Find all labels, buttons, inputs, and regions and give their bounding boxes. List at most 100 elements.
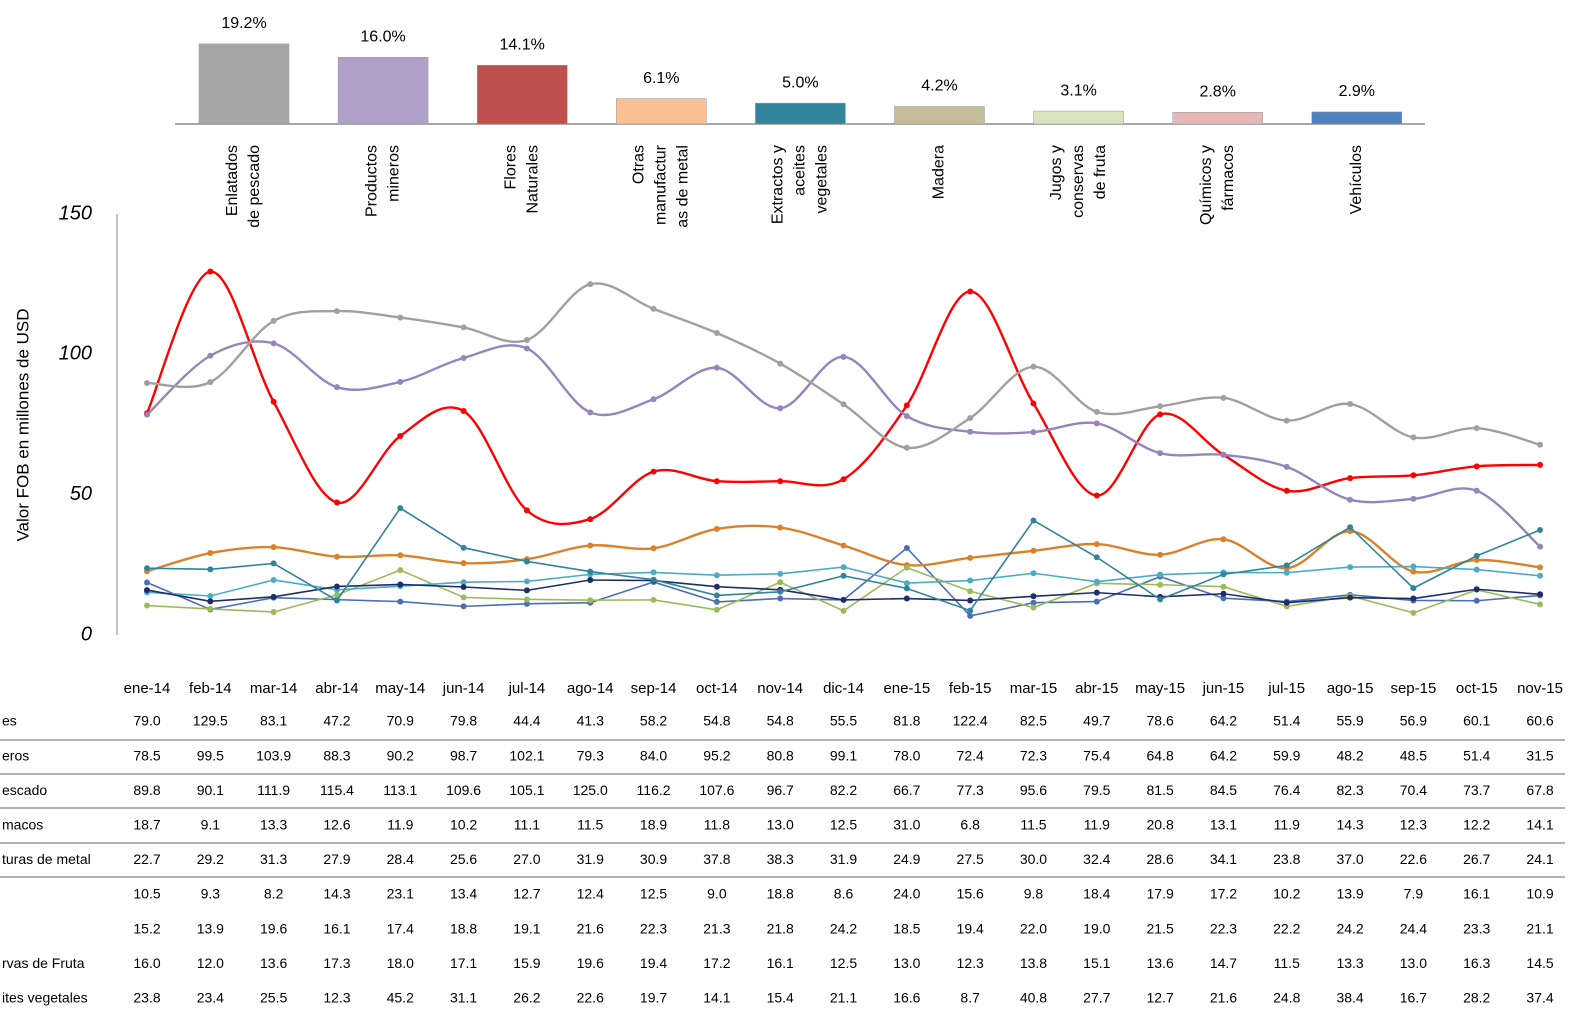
table-cell: 13.9 [1336,886,1363,902]
table-cell: 125.0 [573,782,608,798]
y-tick-label: 50 [70,483,92,505]
x-tick-label: nov-15 [1517,680,1563,697]
table-cell: 51.4 [1463,747,1490,763]
table-cell: 22.3 [640,920,667,936]
table-cell: 96.7 [767,782,794,798]
bar-value-label: 19.2% [221,15,266,32]
table-cell: 19.7 [640,990,667,1006]
point-marker [1283,562,1290,569]
table-cell: 19.4 [640,955,667,971]
table-cell: 13.6 [260,955,287,971]
table-cell: 72.3 [1020,747,1047,763]
table-cell: 55.5 [830,713,857,729]
point-marker [713,572,720,579]
table-cell: 79.5 [1083,782,1110,798]
table-cell: 19.6 [260,920,287,936]
bar [616,98,707,125]
point-marker [1410,434,1417,441]
table-cell: 109.6 [446,782,481,798]
point-marker [1157,551,1164,558]
point-marker [333,583,340,590]
table-cell: 31.1 [450,990,477,1006]
point-marker [1220,451,1227,458]
point-marker [1473,566,1480,573]
table-cell: 26.2 [513,990,540,1006]
bar-value-label: 6.1% [643,70,679,87]
table-cell: 16.1 [323,920,350,936]
point-marker [207,566,214,573]
point-marker [207,598,214,605]
point-marker [777,360,784,367]
point-marker [840,564,847,571]
table-cell: 24.9 [893,851,920,867]
table-cell: 18.4 [1083,886,1110,902]
x-tick-label: nov-14 [757,680,803,697]
table-cell: 13.8 [1020,955,1047,971]
point-marker [1283,599,1290,606]
point-marker [270,340,277,347]
bar-category-label: mineros [385,145,402,202]
table-cell: 24.4 [1400,920,1427,936]
point-marker [1030,517,1037,524]
table-cell: 19.6 [577,955,604,971]
point-marker [903,413,910,420]
table-cell: 122.4 [953,713,988,729]
table-cell: 13.0 [1400,955,1427,971]
point-marker [1347,401,1354,408]
series-line [146,565,1541,597]
bar-category-label: aceites [792,145,809,196]
point-marker [523,596,530,603]
bar [198,43,290,125]
point-marker [713,525,720,532]
table-cell: 23.3 [1463,920,1490,936]
series-line [146,282,1541,450]
table-cell: 99.5 [197,747,224,763]
point-marker [777,478,784,485]
table-cell: 82.2 [830,782,857,798]
table-cell: 22.7 [133,851,160,867]
point-marker [397,581,404,588]
table-cell: 22.2 [1273,920,1300,936]
point-marker [1220,536,1227,543]
point-marker [840,476,847,483]
table-cell: 12.3 [1400,817,1427,833]
point-marker [777,588,784,595]
table-cell: 10.5 [133,886,160,902]
point-marker [1093,554,1100,561]
x-tick-label: feb-15 [949,680,992,697]
table-cell: 15.6 [957,886,984,902]
table-cell: 18.7 [133,817,160,833]
table-cell: 7.9 [1404,886,1424,902]
bar-value-label: 16.0% [360,28,405,45]
point-marker [1030,604,1037,611]
table-cell: 70.9 [387,713,414,729]
table-cell: 45.2 [387,990,414,1006]
point-marker [1473,557,1480,564]
table-cell: 41.3 [577,713,604,729]
point-marker [523,345,530,352]
point-marker [967,607,974,614]
table-cell: 12.0 [197,955,224,971]
point-marker [713,364,720,371]
x-tick-label: jul-15 [1267,680,1305,697]
table-cell: 11.9 [1274,817,1300,833]
point-marker [333,499,340,506]
bar-category-label: Flores [502,145,519,189]
point-marker [1537,564,1544,571]
point-marker [397,505,404,512]
bar-category-label: Otras [631,145,648,184]
table-cell: 64.8 [1146,747,1173,763]
point-marker [460,603,467,610]
table-cell: 31.3 [260,851,287,867]
x-tick-label: oct-15 [1456,680,1498,697]
point-marker [144,587,150,594]
point-marker [1473,425,1480,432]
point-marker [650,396,657,403]
point-marker [333,308,340,315]
table-cell: 31.5 [1526,747,1553,763]
point-marker [397,567,404,574]
table-cell: 17.3 [323,955,350,971]
table-cell: 17.2 [1210,886,1237,902]
table-cell: 80.8 [767,747,794,763]
table-cell: 12.7 [1146,990,1173,1006]
